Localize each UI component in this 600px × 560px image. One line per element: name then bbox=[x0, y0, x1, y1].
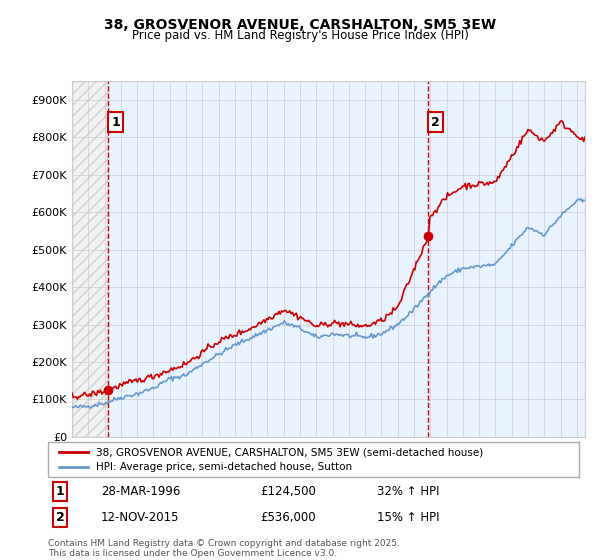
Text: 1: 1 bbox=[112, 115, 121, 129]
Text: 2: 2 bbox=[431, 115, 440, 129]
FancyBboxPatch shape bbox=[48, 442, 579, 477]
Text: 15% ↑ HPI: 15% ↑ HPI bbox=[377, 511, 440, 524]
Text: 38, GROSVENOR AVENUE, CARSHALTON, SM5 3EW: 38, GROSVENOR AVENUE, CARSHALTON, SM5 3E… bbox=[104, 18, 496, 32]
Text: HPI: Average price, semi-detached house, Sutton: HPI: Average price, semi-detached house,… bbox=[96, 463, 352, 473]
Text: 28-MAR-1996: 28-MAR-1996 bbox=[101, 485, 181, 498]
Text: Price paid vs. HM Land Registry's House Price Index (HPI): Price paid vs. HM Land Registry's House … bbox=[131, 29, 469, 42]
Bar bbox=[109, 81, 585, 437]
Text: 32% ↑ HPI: 32% ↑ HPI bbox=[377, 485, 440, 498]
Text: Contains HM Land Registry data © Crown copyright and database right 2025.
This d: Contains HM Land Registry data © Crown c… bbox=[48, 539, 400, 558]
Bar bbox=[72, 81, 109, 437]
Text: 12-NOV-2015: 12-NOV-2015 bbox=[101, 511, 179, 524]
Text: 2: 2 bbox=[56, 511, 65, 524]
Text: £124,500: £124,500 bbox=[260, 485, 316, 498]
Text: 1: 1 bbox=[56, 485, 65, 498]
Text: £536,000: £536,000 bbox=[260, 511, 316, 524]
Text: 38, GROSVENOR AVENUE, CARSHALTON, SM5 3EW (semi-detached house): 38, GROSVENOR AVENUE, CARSHALTON, SM5 3E… bbox=[96, 447, 483, 457]
